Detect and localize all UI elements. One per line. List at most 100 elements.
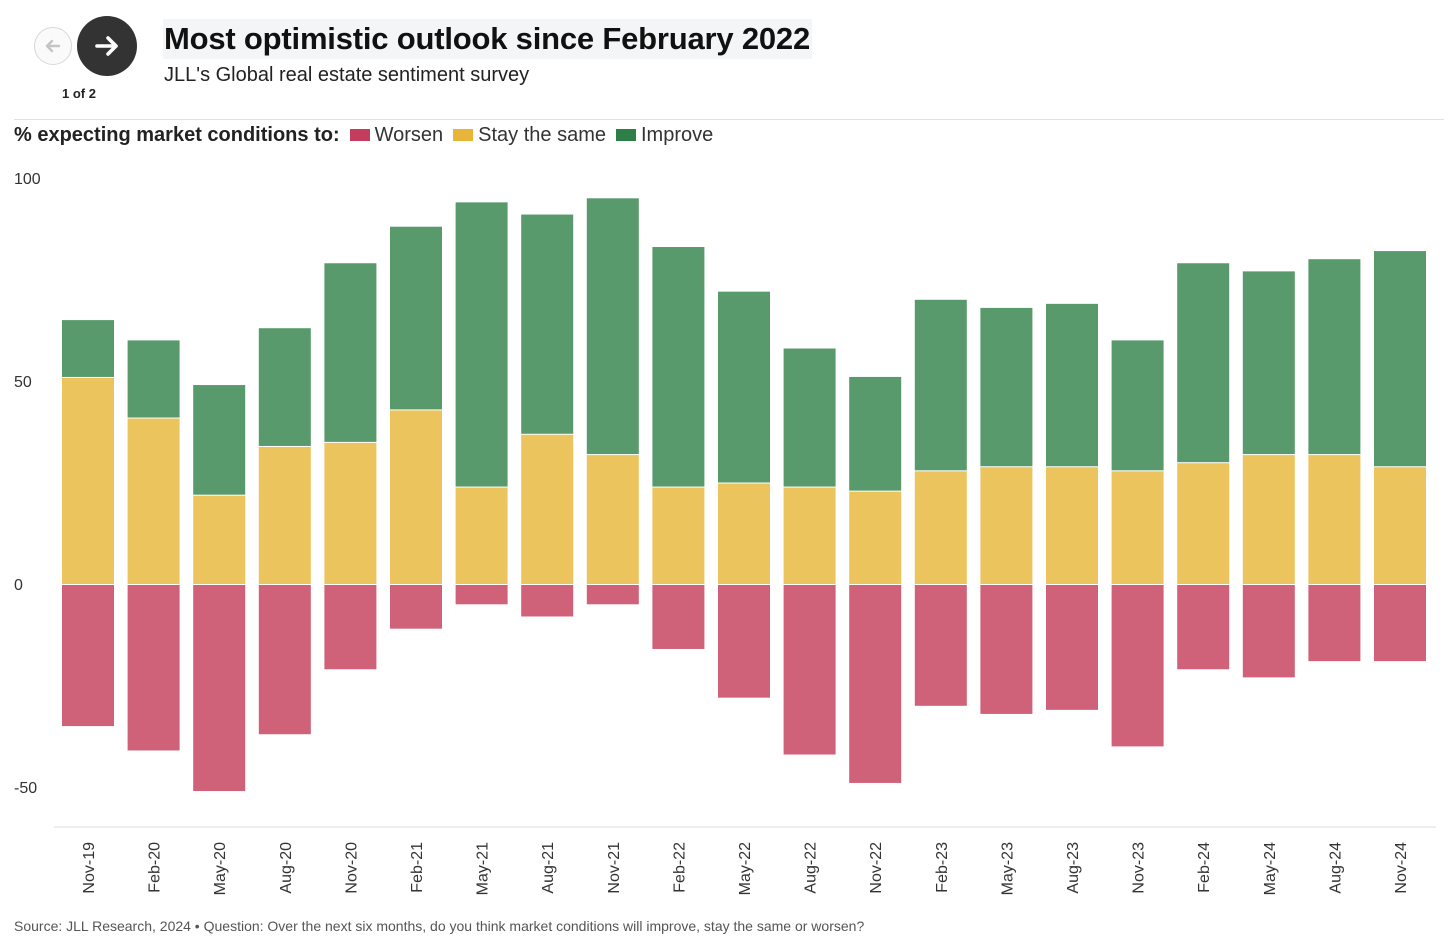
bar-improve bbox=[521, 214, 574, 434]
bar-worsen bbox=[849, 585, 902, 783]
bar-worsen bbox=[1177, 585, 1230, 670]
bar-improve bbox=[62, 320, 114, 377]
bar-improve bbox=[914, 299, 967, 471]
stacked-bar-chart: 100 50 0 -50 Nov-19 Feb-20 May-20 Aug-20 Nov-20 F… bbox=[14, 171, 1436, 895]
legend-swatch-stay-the-same bbox=[453, 129, 474, 141]
x-tick-label: Aug-24 bbox=[1327, 842, 1344, 894]
bar-stay-the-same bbox=[783, 487, 836, 584]
bar-stay-the-same bbox=[193, 495, 246, 584]
bar-stay-the-same bbox=[1111, 471, 1164, 584]
bar-improve bbox=[258, 328, 311, 446]
y-tick-label: 50 bbox=[14, 374, 32, 391]
bar-stay-the-same bbox=[1308, 455, 1361, 584]
bar-stay-the-same bbox=[324, 442, 377, 584]
bar-improve bbox=[849, 376, 902, 491]
legend-item-stay-the-same: Stay the same bbox=[453, 124, 606, 147]
legend-label-improve: Improve bbox=[641, 123, 714, 146]
legend-title: % expecting market conditions to: bbox=[14, 123, 340, 146]
bar-stay-the-same bbox=[258, 446, 311, 584]
x-tick-label: Aug-22 bbox=[803, 842, 820, 894]
header-divider bbox=[14, 119, 1444, 120]
x-tick-label: May-21 bbox=[475, 842, 492, 895]
x-tick-label: Nov-21 bbox=[606, 842, 623, 894]
x-tick-label: Feb-23 bbox=[934, 842, 951, 893]
x-tick-label: Feb-21 bbox=[409, 842, 426, 893]
y-tick-label: -50 bbox=[14, 780, 37, 797]
x-tick-label: May-24 bbox=[1262, 842, 1279, 895]
bar-worsen bbox=[324, 585, 377, 670]
bar-stay-the-same bbox=[980, 467, 1033, 584]
x-tick-label: May-20 bbox=[212, 842, 229, 895]
bar-worsen bbox=[1242, 585, 1295, 678]
bar-stay-the-same bbox=[586, 455, 639, 584]
legend-label-worsen: Worsen bbox=[374, 123, 444, 146]
bar-improve bbox=[1046, 303, 1098, 467]
bar-stay-the-same bbox=[849, 491, 902, 584]
source-note: Source: JLL Research, 2024 • Question: O… bbox=[14, 918, 865, 934]
bar-improve bbox=[1308, 259, 1361, 455]
bar-stay-the-same bbox=[652, 487, 705, 584]
previous-slide-button[interactable] bbox=[34, 27, 72, 65]
legend-swatch-improve bbox=[616, 129, 636, 141]
x-tick-label: Nov-23 bbox=[1131, 842, 1148, 894]
bar-improve bbox=[1242, 271, 1295, 455]
x-tick-label: Aug-21 bbox=[540, 842, 557, 894]
bar-worsen bbox=[127, 585, 180, 751]
legend-swatch-worsen bbox=[349, 129, 370, 141]
bar-worsen bbox=[783, 585, 836, 755]
bar-stay-the-same bbox=[390, 410, 442, 584]
bar-improve bbox=[1177, 263, 1230, 463]
bar-stay-the-same bbox=[1177, 463, 1230, 584]
legend: % expecting market conditions to: Worsen… bbox=[14, 122, 723, 148]
x-tick-label: Nov-24 bbox=[1393, 842, 1410, 894]
bar-worsen bbox=[1308, 585, 1361, 662]
bar-worsen bbox=[258, 585, 311, 735]
bar-improve bbox=[1111, 340, 1164, 471]
x-tick-label: Feb-22 bbox=[671, 842, 688, 893]
x-tick-label: Nov-19 bbox=[81, 842, 98, 894]
bar-worsen bbox=[586, 585, 639, 605]
bar-worsen bbox=[980, 585, 1033, 714]
x-tick-label: Feb-20 bbox=[147, 842, 164, 893]
bar-improve bbox=[586, 198, 639, 455]
bar-improve bbox=[324, 263, 377, 442]
x-tick-label: Aug-23 bbox=[1065, 842, 1082, 894]
bar-stay-the-same bbox=[521, 434, 574, 584]
bar-improve bbox=[1374, 251, 1426, 467]
bar-improve bbox=[193, 385, 246, 495]
bar-stay-the-same bbox=[62, 377, 114, 584]
bar-worsen bbox=[914, 585, 967, 706]
bar-worsen bbox=[718, 585, 770, 698]
chart-subtitle: JLL's Global real estate sentiment surve… bbox=[164, 64, 530, 86]
bar-worsen bbox=[193, 585, 246, 792]
bar-worsen bbox=[62, 585, 114, 727]
bar-stay-the-same bbox=[455, 487, 508, 584]
bar-stay-the-same bbox=[127, 418, 180, 584]
x-tick-label: Feb-24 bbox=[1196, 842, 1213, 893]
x-tick-label: May-22 bbox=[737, 842, 754, 895]
x-tick-label: May-23 bbox=[999, 842, 1016, 895]
bar-improve bbox=[455, 202, 508, 487]
bar-stay-the-same bbox=[1242, 455, 1295, 584]
x-tick-label: Nov-22 bbox=[868, 842, 885, 894]
x-tick-label: Nov-20 bbox=[343, 842, 360, 894]
bar-stay-the-same bbox=[718, 483, 770, 584]
bar-improve bbox=[127, 340, 180, 418]
legend-label-stay-the-same: Stay the same bbox=[478, 123, 606, 146]
bar-improve bbox=[783, 348, 836, 487]
slide-counter: 1 of 2 bbox=[62, 86, 96, 101]
y-tick-label: 0 bbox=[14, 577, 23, 594]
y-tick-label: 100 bbox=[14, 171, 41, 188]
bar-stay-the-same bbox=[914, 471, 967, 584]
bar-worsen bbox=[455, 585, 508, 605]
bar-worsen bbox=[1046, 585, 1098, 710]
bar-worsen bbox=[521, 585, 574, 617]
bar-worsen bbox=[652, 585, 705, 649]
next-slide-button[interactable] bbox=[77, 16, 137, 76]
arrow-right-icon bbox=[95, 36, 118, 56]
x-tick-label: Aug-20 bbox=[278, 842, 295, 894]
bar-worsen bbox=[390, 585, 442, 629]
arrow-left-icon bbox=[45, 39, 61, 53]
chart-title: Most optimistic outlook since February 2… bbox=[163, 19, 813, 59]
bar-worsen bbox=[1111, 585, 1164, 747]
